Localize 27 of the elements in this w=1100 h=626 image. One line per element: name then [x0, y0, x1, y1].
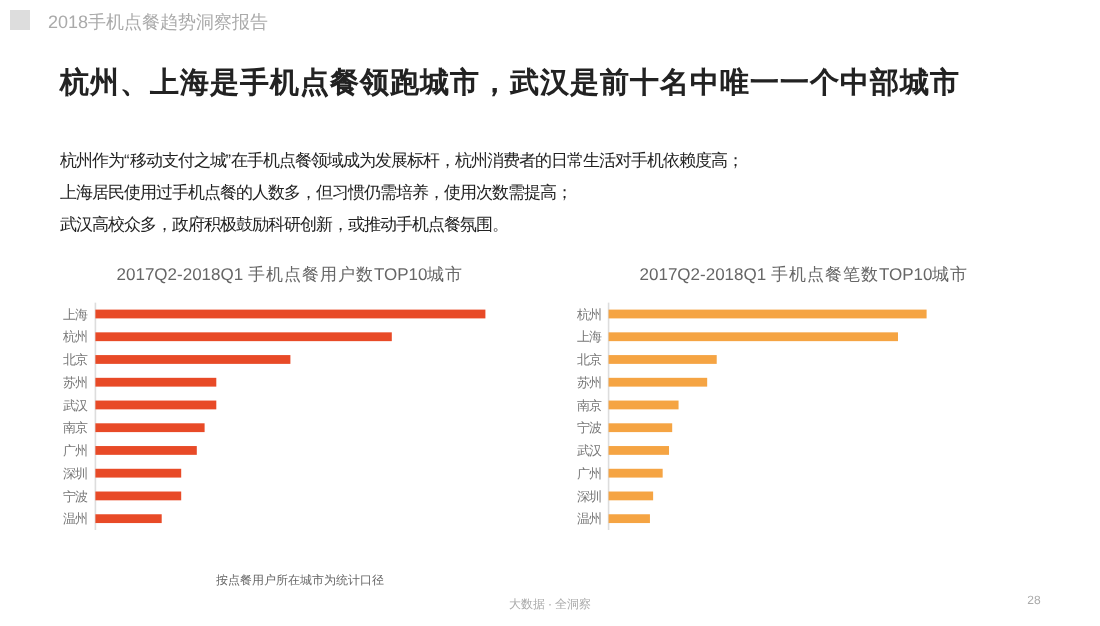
chart-title: 2017Q2-2018Q1 手机点餐用户数TOP10城市 [116, 264, 464, 284]
bar [608, 400, 679, 410]
bar [95, 423, 205, 433]
bar [95, 400, 217, 410]
bar [608, 491, 654, 501]
bar [95, 355, 291, 364]
chart-title: 2017Q2-2018Q1 手机点餐笔数TOP10城市 [639, 264, 969, 284]
bar [95, 491, 182, 501]
text: 武汉高校众多，政府积极鼓励科研创新，或推动手机点餐氛围。 [60, 214, 508, 234]
text: 杭州、上海是手机点餐领跑城市，武汉是前十名中唯一一个中部城市 [58, 64, 960, 100]
bar [608, 423, 673, 433]
bar [608, 355, 717, 364]
text: 上海居民使用过手机点餐的人数多，但习惯仍需培养，使用次数需提高； [60, 182, 572, 202]
bar [95, 514, 162, 524]
bar [95, 446, 197, 455]
text: 2018手机点餐趋势洞察报告 [48, 12, 269, 32]
bar [608, 468, 663, 478]
bar [95, 332, 392, 342]
bar [608, 446, 670, 455]
bar [608, 309, 927, 319]
bar [95, 309, 486, 319]
bar [95, 377, 217, 387]
bar [608, 332, 898, 342]
text: 杭州作为“移动支付之城”在手机点餐领域成为发展标杆，杭州消费者的日常生活对手机依赖度高； [58, 150, 744, 170]
bar [95, 468, 182, 478]
bar [608, 377, 708, 387]
bar [608, 514, 650, 524]
